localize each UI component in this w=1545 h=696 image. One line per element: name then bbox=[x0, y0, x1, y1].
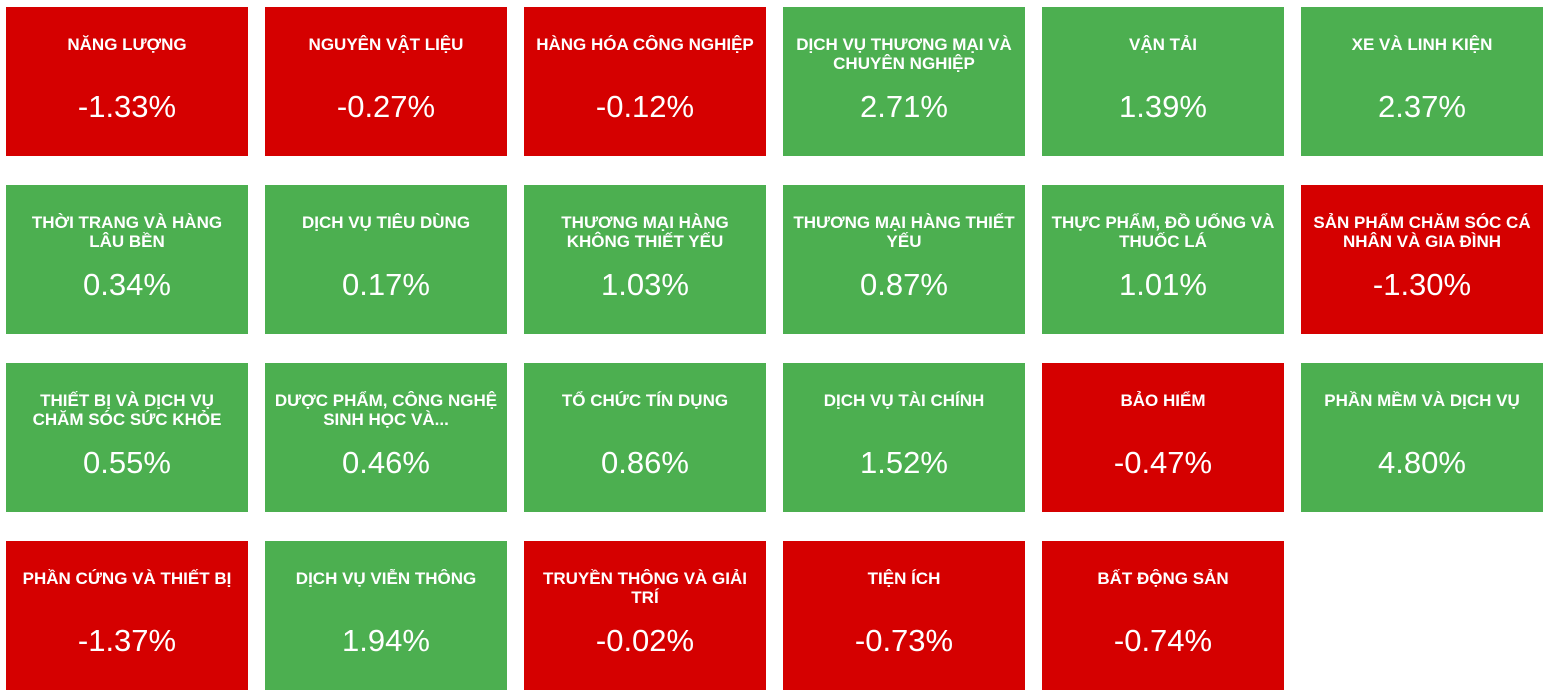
sector-change-value: -0.02% bbox=[595, 623, 695, 658]
sector-name: THỜI TRANG VÀ HÀNG LÂU BỀN bbox=[31, 213, 223, 251]
sector-change-value: -0.74% bbox=[1113, 623, 1213, 658]
sector-name: NĂNG LƯỢNG bbox=[67, 35, 187, 54]
sector-tile-15[interactable]: DỊCH VỤ TÀI CHÍNH 1.52% bbox=[783, 363, 1025, 512]
sector-change-value: 0.17% bbox=[342, 267, 430, 302]
sector-tile-7[interactable]: DỊCH VỤ TIÊU DÙNG 0.17% bbox=[265, 185, 507, 334]
sector-change-value: 1.94% bbox=[342, 623, 430, 658]
sector-name: HÀNG HÓA CÔNG NGHIỆP bbox=[536, 35, 754, 54]
sector-change-value: 1.01% bbox=[1119, 267, 1207, 302]
sector-name: XE VÀ LINH KIỆN bbox=[1351, 35, 1493, 54]
sector-change-value: 0.87% bbox=[860, 267, 948, 302]
sector-name: DỊCH VỤ THƯƠNG MẠI VÀ CHUYÊN NGHIỆP bbox=[796, 35, 1012, 73]
sector-change-value: -0.47% bbox=[1113, 445, 1213, 480]
sector-tile-0[interactable]: NĂNG LƯỢNG -1.33% bbox=[6, 7, 248, 156]
sector-tile-1[interactable]: NGUYÊN VẬT LIỆU -0.27% bbox=[265, 7, 507, 156]
sector-tile-21[interactable]: TIỆN ÍCH -0.73% bbox=[783, 541, 1025, 690]
sector-tile-13[interactable]: DƯỢC PHẨM, CÔNG NGHỆ SINH HỌC VÀ... 0.46… bbox=[265, 363, 507, 512]
sector-tile-17[interactable]: PHẦN MỀM VÀ DỊCH VỤ 4.80% bbox=[1301, 363, 1543, 512]
sector-name: DỊCH VỤ VIỄN THÔNG bbox=[295, 569, 477, 588]
sector-name: PHẦN CỨNG VÀ THIẾT BỊ bbox=[22, 569, 232, 588]
sector-change-value: 0.34% bbox=[83, 267, 171, 302]
sector-tile-5[interactable]: XE VÀ LINH KIỆN 2.37% bbox=[1301, 7, 1543, 156]
sector-change-value: -1.33% bbox=[77, 89, 177, 124]
sector-name: DỊCH VỤ TÀI CHÍNH bbox=[823, 391, 985, 410]
sector-name: NGUYÊN VẬT LIỆU bbox=[308, 35, 464, 54]
sector-change-value: 1.39% bbox=[1119, 89, 1207, 124]
sector-change-value: 0.46% bbox=[342, 445, 430, 480]
sector-change-value: 2.71% bbox=[860, 89, 948, 124]
sector-name: BẤT ĐỘNG SẢN bbox=[1097, 569, 1229, 588]
sector-change-value: -1.37% bbox=[77, 623, 177, 658]
sector-tile-8[interactable]: THƯƠNG MẠI HÀNG KHÔNG THIẾT YẾU 1.03% bbox=[524, 185, 766, 334]
sector-tile-14[interactable]: TỔ CHỨC TÍN DỤNG 0.86% bbox=[524, 363, 766, 512]
sector-tile-2[interactable]: HÀNG HÓA CÔNG NGHIỆP -0.12% bbox=[524, 7, 766, 156]
sector-tile-3[interactable]: DỊCH VỤ THƯƠNG MẠI VÀ CHUYÊN NGHIỆP 2.71… bbox=[783, 7, 1025, 156]
sector-change-value: 1.52% bbox=[860, 445, 948, 480]
sector-change-value: -1.30% bbox=[1372, 267, 1472, 302]
sector-tile-22[interactable]: BẤT ĐỘNG SẢN -0.74% bbox=[1042, 541, 1284, 690]
sector-change-value: 1.03% bbox=[601, 267, 689, 302]
sector-name: TRUYỀN THÔNG VÀ GIẢI TRÍ bbox=[542, 569, 747, 607]
sector-heatmap-grid: NĂNG LƯỢNG -1.33% NGUYÊN VẬT LIỆU -0.27%… bbox=[6, 7, 1543, 690]
sector-name: THỰC PHẨM, ĐỒ UỐNG VÀ THUỐC LÁ bbox=[1051, 213, 1275, 251]
sector-name: THƯƠNG MẠI HÀNG KHÔNG THIẾT YẾU bbox=[561, 213, 729, 251]
sector-tile-6[interactable]: THỜI TRANG VÀ HÀNG LÂU BỀN 0.34% bbox=[6, 185, 248, 334]
sector-change-value: -0.73% bbox=[854, 623, 954, 658]
sector-change-value: 0.86% bbox=[601, 445, 689, 480]
sector-name: SẢN PHẨM CHĂM SÓC CÁ NHÂN VÀ GIA ĐÌNH bbox=[1313, 213, 1531, 251]
sector-name: PHẦN MỀM VÀ DỊCH VỤ bbox=[1324, 391, 1520, 410]
sector-name: BẢO HIỂM bbox=[1120, 391, 1206, 410]
sector-tile-11[interactable]: SẢN PHẨM CHĂM SÓC CÁ NHÂN VÀ GIA ĐÌNH -1… bbox=[1301, 185, 1543, 334]
sector-tile-4[interactable]: VẬN TẢI 1.39% bbox=[1042, 7, 1284, 156]
sector-name: DỊCH VỤ TIÊU DÙNG bbox=[301, 213, 471, 232]
sector-tile-9[interactable]: THƯƠNG MẠI HÀNG THIẾT YẾU 0.87% bbox=[783, 185, 1025, 334]
sector-name: TIỆN ÍCH bbox=[867, 569, 941, 588]
sector-change-value: 4.80% bbox=[1378, 445, 1466, 480]
sector-change-value: 2.37% bbox=[1378, 89, 1466, 124]
sector-name: TỔ CHỨC TÍN DỤNG bbox=[561, 391, 729, 410]
sector-tile-16[interactable]: BẢO HIỂM -0.47% bbox=[1042, 363, 1284, 512]
sector-change-value: 0.55% bbox=[83, 445, 171, 480]
sector-tile-19[interactable]: DỊCH VỤ VIỄN THÔNG 1.94% bbox=[265, 541, 507, 690]
sector-name: DƯỢC PHẨM, CÔNG NGHỆ SINH HỌC VÀ... bbox=[274, 391, 498, 429]
sector-change-value: -0.12% bbox=[595, 89, 695, 124]
sector-tile-18[interactable]: PHẦN CỨNG VÀ THIẾT BỊ -1.37% bbox=[6, 541, 248, 690]
sector-change-value: -0.27% bbox=[336, 89, 436, 124]
sector-tile-20[interactable]: TRUYỀN THÔNG VÀ GIẢI TRÍ -0.02% bbox=[524, 541, 766, 690]
sector-tile-10[interactable]: THỰC PHẨM, ĐỒ UỐNG VÀ THUỐC LÁ 1.01% bbox=[1042, 185, 1284, 334]
sector-name: THIẾT BỊ VÀ DỊCH VỤ CHĂM SÓC SỨC KHỎE bbox=[32, 391, 222, 429]
sector-tile-12[interactable]: THIẾT BỊ VÀ DỊCH VỤ CHĂM SÓC SỨC KHỎE 0.… bbox=[6, 363, 248, 512]
sector-name: VẬN TẢI bbox=[1129, 35, 1197, 54]
sector-name: THƯƠNG MẠI HÀNG THIẾT YẾU bbox=[793, 213, 1015, 251]
